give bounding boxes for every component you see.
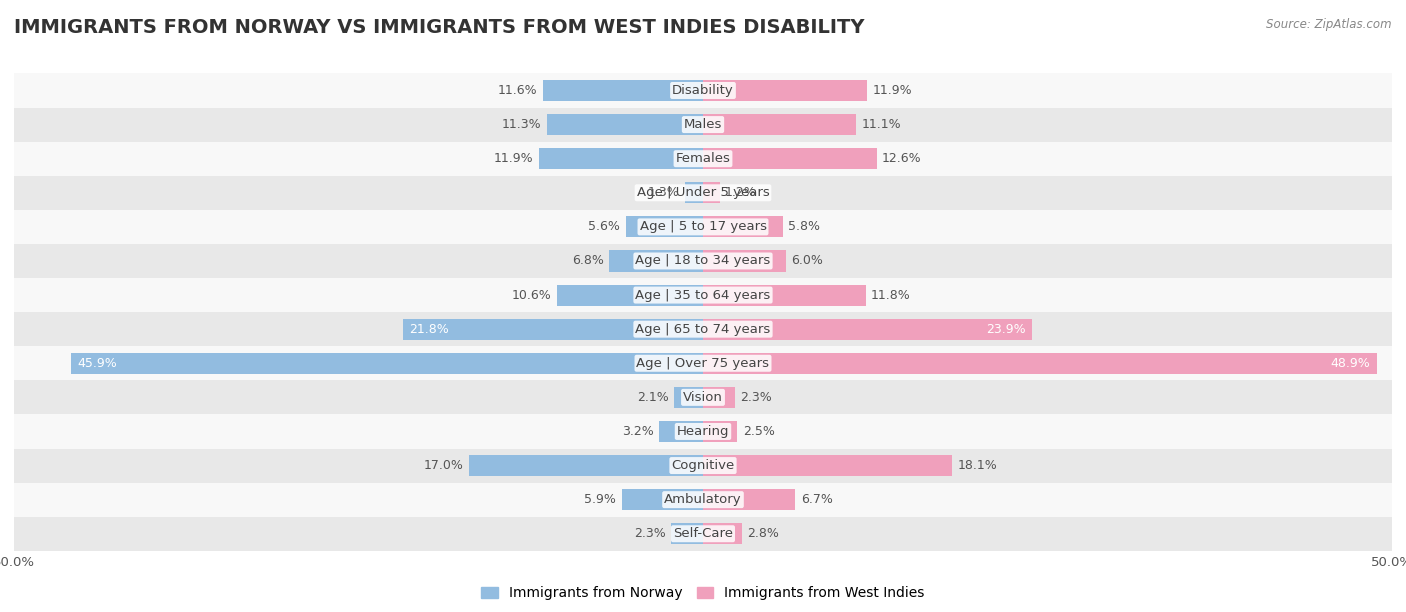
Text: Cognitive: Cognitive <box>672 459 734 472</box>
Text: Age | 5 to 17 years: Age | 5 to 17 years <box>640 220 766 233</box>
Text: Males: Males <box>683 118 723 131</box>
Bar <box>609 250 703 272</box>
Bar <box>14 108 1392 141</box>
Text: 12.6%: 12.6% <box>882 152 922 165</box>
Bar <box>703 319 1032 340</box>
Text: 21.8%: 21.8% <box>409 323 450 335</box>
Bar <box>703 285 866 305</box>
Bar <box>703 114 856 135</box>
Text: 5.8%: 5.8% <box>789 220 821 233</box>
Text: 11.1%: 11.1% <box>862 118 901 131</box>
Bar <box>402 319 703 340</box>
Bar <box>14 141 1392 176</box>
Bar <box>14 176 1392 210</box>
Bar <box>703 148 876 170</box>
Text: 5.9%: 5.9% <box>585 493 616 506</box>
Text: 11.6%: 11.6% <box>498 84 537 97</box>
Bar <box>14 449 1392 483</box>
Text: 2.8%: 2.8% <box>747 528 779 540</box>
Bar <box>703 353 1376 374</box>
Text: Hearing: Hearing <box>676 425 730 438</box>
Bar <box>703 421 738 442</box>
Bar <box>621 489 703 510</box>
Bar <box>70 353 703 374</box>
Text: 11.9%: 11.9% <box>873 84 912 97</box>
Text: 11.8%: 11.8% <box>872 289 911 302</box>
Text: Age | Under 5 years: Age | Under 5 years <box>637 186 769 200</box>
Bar <box>14 73 1392 108</box>
Bar <box>703 489 796 510</box>
Text: 1.2%: 1.2% <box>725 186 756 200</box>
Bar <box>703 455 952 476</box>
Bar <box>538 148 703 170</box>
Text: 11.3%: 11.3% <box>502 118 541 131</box>
Text: 10.6%: 10.6% <box>512 289 551 302</box>
Text: 3.2%: 3.2% <box>621 425 654 438</box>
Text: 6.0%: 6.0% <box>792 255 823 267</box>
Text: 17.0%: 17.0% <box>423 459 463 472</box>
Bar <box>468 455 703 476</box>
Legend: Immigrants from Norway, Immigrants from West Indies: Immigrants from Norway, Immigrants from … <box>475 581 931 606</box>
Text: 48.9%: 48.9% <box>1330 357 1369 370</box>
Text: 6.8%: 6.8% <box>572 255 603 267</box>
Text: 23.9%: 23.9% <box>986 323 1025 335</box>
Bar <box>14 517 1392 551</box>
Text: IMMIGRANTS FROM NORWAY VS IMMIGRANTS FROM WEST INDIES DISABILITY: IMMIGRANTS FROM NORWAY VS IMMIGRANTS FRO… <box>14 18 865 37</box>
Bar <box>14 483 1392 517</box>
Text: Vision: Vision <box>683 391 723 404</box>
Bar <box>547 114 703 135</box>
Bar <box>14 312 1392 346</box>
Bar <box>703 182 720 203</box>
Bar <box>703 523 741 544</box>
Bar <box>14 346 1392 380</box>
Text: Age | 18 to 34 years: Age | 18 to 34 years <box>636 255 770 267</box>
Text: 45.9%: 45.9% <box>77 357 117 370</box>
Bar <box>14 278 1392 312</box>
Bar <box>14 210 1392 244</box>
Bar <box>14 244 1392 278</box>
Text: 2.5%: 2.5% <box>742 425 775 438</box>
Bar <box>659 421 703 442</box>
Text: Source: ZipAtlas.com: Source: ZipAtlas.com <box>1267 18 1392 31</box>
Text: 6.7%: 6.7% <box>801 493 832 506</box>
Bar <box>685 182 703 203</box>
Text: Females: Females <box>675 152 731 165</box>
Bar <box>671 523 703 544</box>
Text: Ambulatory: Ambulatory <box>664 493 742 506</box>
Bar <box>703 80 868 101</box>
Bar <box>703 387 735 408</box>
Bar <box>703 250 786 272</box>
Bar <box>703 216 783 237</box>
Text: 2.1%: 2.1% <box>637 391 669 404</box>
Text: 1.3%: 1.3% <box>648 186 679 200</box>
Text: 2.3%: 2.3% <box>740 391 772 404</box>
Text: Self-Care: Self-Care <box>673 528 733 540</box>
Text: 18.1%: 18.1% <box>957 459 998 472</box>
Bar <box>543 80 703 101</box>
Bar <box>626 216 703 237</box>
Bar <box>14 414 1392 449</box>
Text: 5.6%: 5.6% <box>589 220 620 233</box>
Text: Age | 35 to 64 years: Age | 35 to 64 years <box>636 289 770 302</box>
Text: Age | Over 75 years: Age | Over 75 years <box>637 357 769 370</box>
Text: 2.3%: 2.3% <box>634 528 666 540</box>
Text: 11.9%: 11.9% <box>494 152 533 165</box>
Bar <box>557 285 703 305</box>
Text: Disability: Disability <box>672 84 734 97</box>
Bar <box>673 387 703 408</box>
Bar <box>14 380 1392 414</box>
Text: Age | 65 to 74 years: Age | 65 to 74 years <box>636 323 770 335</box>
